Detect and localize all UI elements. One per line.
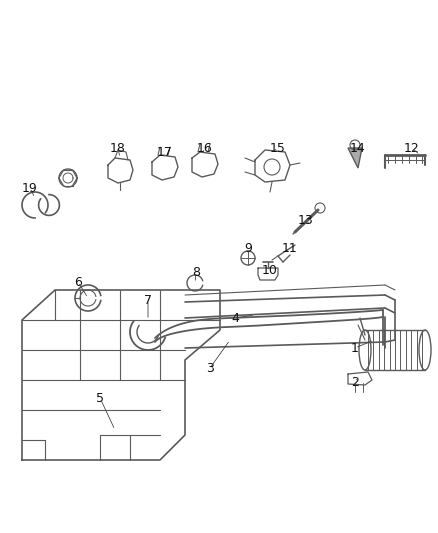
Polygon shape	[348, 148, 362, 168]
Text: 17: 17	[157, 146, 173, 158]
Text: 10: 10	[262, 263, 278, 277]
Text: 7: 7	[144, 294, 152, 306]
Text: 6: 6	[74, 276, 82, 288]
Text: 4: 4	[231, 311, 239, 325]
Text: 16: 16	[197, 141, 213, 155]
Text: 3: 3	[206, 361, 214, 375]
Text: 18: 18	[110, 141, 126, 155]
Text: 8: 8	[192, 265, 200, 279]
Text: 12: 12	[404, 141, 420, 155]
Text: 14: 14	[350, 141, 366, 155]
Text: 9: 9	[244, 241, 252, 254]
Text: 19: 19	[22, 182, 38, 195]
Text: 2: 2	[351, 376, 359, 389]
Text: 15: 15	[270, 141, 286, 155]
Text: 13: 13	[298, 214, 314, 227]
Text: 1: 1	[351, 342, 359, 354]
Text: 5: 5	[96, 392, 104, 405]
Text: 11: 11	[282, 241, 298, 254]
